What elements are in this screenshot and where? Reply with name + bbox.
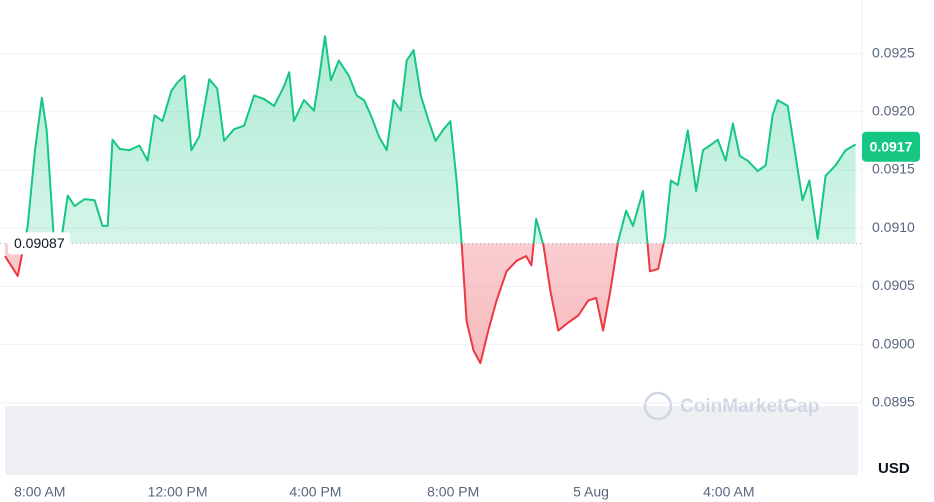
reference-label-bg [8, 232, 70, 255]
x-tick-label: 4:00 PM [289, 484, 341, 500]
volume-band [5, 406, 858, 475]
reference-label: 0.09087 [14, 235, 65, 251]
watermark: CoinMarketCap [643, 391, 819, 421]
watermark-text: CoinMarketCap [680, 396, 819, 417]
x-tick-label: 8:00 AM [14, 484, 65, 500]
unit-label: USD [878, 460, 910, 477]
last-value-badge [862, 131, 920, 162]
x-tick-label: 4:00 AM [703, 484, 754, 500]
y-tick-label: 0.0920 [872, 102, 915, 118]
x-tick-label: 5 Aug [573, 484, 609, 500]
y-tick-label: 0.0900 [872, 335, 915, 351]
y-tick-label: 0.0905 [872, 277, 915, 293]
y-tick-label: 0.0925 [872, 44, 915, 60]
x-tick-label: 8:00 PM [427, 484, 479, 500]
last-value-label: 0.0917 [870, 138, 913, 154]
y-tick-label: 0.0895 [872, 394, 915, 410]
area-down [5, 243, 664, 364]
area-up [5, 36, 856, 244]
y-tick-label: 0.0910 [872, 219, 915, 235]
x-tick-label: 12:00 PM [148, 484, 208, 500]
price-line-up [23, 35, 857, 244]
y-tick-label: 0.0915 [872, 161, 915, 177]
